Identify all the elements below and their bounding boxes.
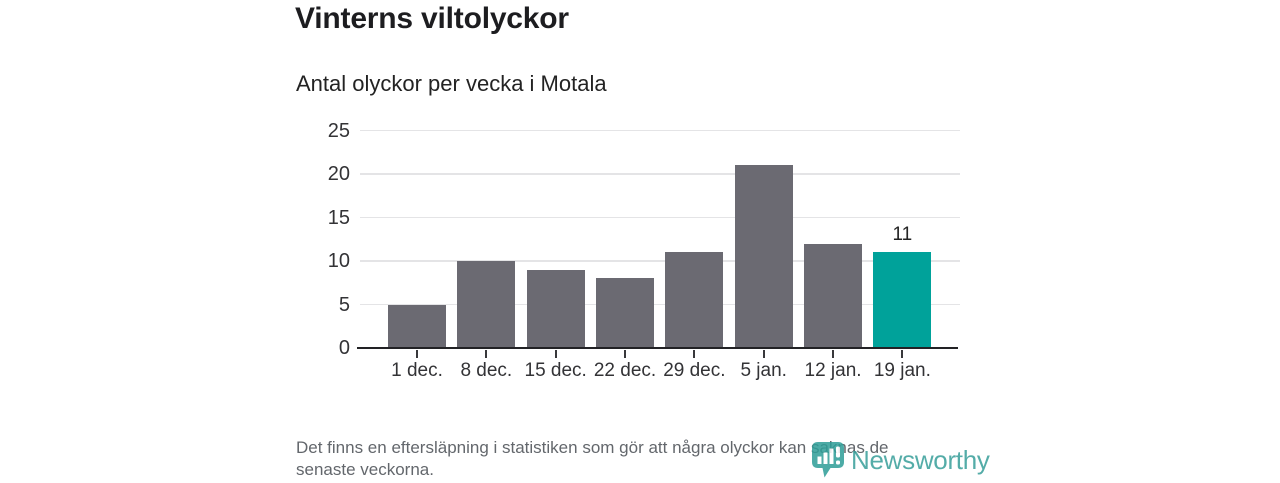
newsworthy-marker-chart-icon xyxy=(812,442,845,478)
y-axis-label-15: 15 xyxy=(327,206,350,229)
y-axis-label-20: 20 xyxy=(327,163,350,185)
footnote-line-2: senaste veckorna. xyxy=(296,459,434,479)
x-axis-label-5: 5 jan. xyxy=(740,360,787,381)
gridline-y-15 xyxy=(360,216,960,219)
x-axis-label-1: 8 dec. xyxy=(460,360,513,381)
x-axis-label-2: 15 dec. xyxy=(524,360,587,381)
bar-15dec xyxy=(526,269,585,348)
chart-title: Vinterns viltolyckor xyxy=(295,2,569,35)
gridline-y-25 xyxy=(360,129,960,132)
x-axis-tick-2 xyxy=(554,350,557,358)
x-axis-label-7: 19 jan. xyxy=(873,360,931,381)
x-axis-tick-3 xyxy=(624,350,627,358)
x-axis-label-3: 22 dec. xyxy=(593,360,657,381)
bar-29dec xyxy=(665,252,724,348)
footnote-line-1: Det finns en eftersläpning i statistiken… xyxy=(296,438,889,457)
y-axis-label-5: 5 xyxy=(338,293,350,316)
gridline-y-5 xyxy=(360,303,960,306)
x-axis-line xyxy=(357,346,958,349)
bar-5jan xyxy=(734,165,793,348)
footnote: Det finns en eftersläpning i statistiken… xyxy=(296,437,888,480)
bar-8dec xyxy=(457,261,516,348)
y-axis-label-25: 25 xyxy=(327,119,350,142)
x-axis-tick-4 xyxy=(693,350,696,358)
x-axis-label-6: 12 jan. xyxy=(804,360,862,381)
bar-12jan xyxy=(804,243,863,348)
bar-19jan xyxy=(873,252,932,348)
x-axis-tick-5 xyxy=(762,350,765,358)
y-axis-label-0: 0 xyxy=(338,337,350,359)
bar-22dec xyxy=(596,278,655,348)
y-axis-label-10: 10 xyxy=(327,250,350,272)
gridline-y-20 xyxy=(360,173,960,175)
x-axis-tick-0 xyxy=(416,350,418,358)
newsworthy-logo: Newsworthy xyxy=(812,442,990,478)
x-axis-tick-1 xyxy=(485,350,488,358)
chart-subtitle: Antal olyckor per vecka i Motala xyxy=(296,71,607,96)
x-axis-label-4: 29 dec. xyxy=(663,360,726,381)
newsworthy-logo-text: Newsworthy xyxy=(851,444,990,475)
x-axis-tick-7 xyxy=(901,350,904,358)
bar-1dec xyxy=(388,304,446,348)
bar-value-label: 11 xyxy=(892,224,913,246)
gridline-y-10 xyxy=(360,260,960,262)
x-axis-tick-6 xyxy=(832,350,835,358)
x-axis-label-0: 1 dec. xyxy=(391,360,443,381)
